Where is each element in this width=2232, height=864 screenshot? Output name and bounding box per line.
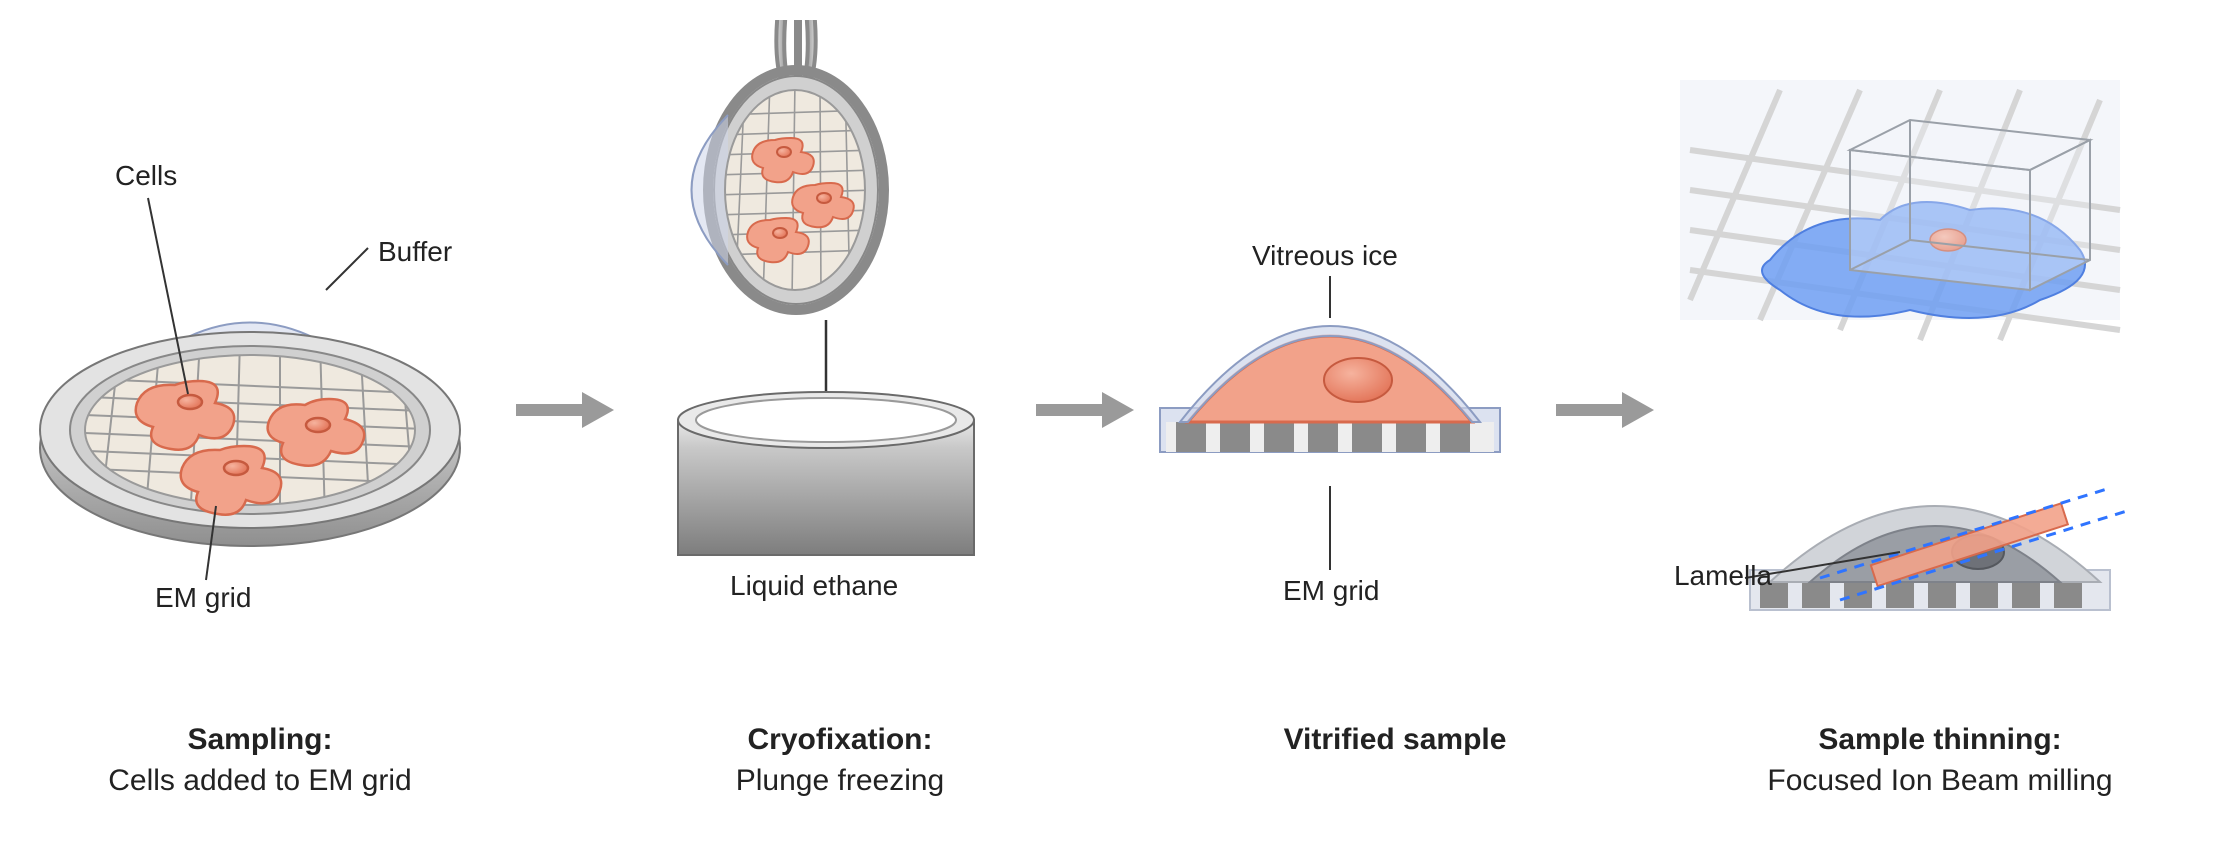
flow-arrow-2 bbox=[1032, 380, 1142, 440]
panel-cryofixation bbox=[600, 20, 1020, 640]
caption-vitrified: Vitrified sample bbox=[1160, 720, 1630, 801]
caption-thinning-sub: Focused Ion Beam milling bbox=[1767, 764, 2112, 797]
caption-sampling-sub: Cells added to EM grid bbox=[108, 764, 412, 797]
label-buffer: Buffer bbox=[378, 236, 452, 268]
caption-cryofixation: Cryofixation: Plunge freezing bbox=[580, 720, 1100, 801]
caption-vitrified-title: Vitrified sample bbox=[1284, 723, 1507, 756]
label-ice: Vitreous ice bbox=[1252, 240, 1398, 272]
label-emgrid: EM grid bbox=[155, 582, 251, 614]
flow-arrow-3 bbox=[1552, 380, 1662, 440]
caption-cryo-title: Cryofixation: bbox=[747, 723, 932, 756]
label-emgrid2: EM grid bbox=[1283, 575, 1379, 607]
label-lamella: Lamella bbox=[1672, 560, 1772, 592]
caption-thinning: Sample thinning: Focused Ion Beam millin… bbox=[1660, 720, 2220, 801]
caption-sampling-title: Sampling: bbox=[187, 723, 332, 756]
caption-sampling: Sampling: Cells added to EM grid bbox=[10, 720, 510, 801]
captions-row: Sampling: Cells added to EM grid Cryofix… bbox=[0, 720, 2232, 801]
label-cells: Cells bbox=[115, 160, 177, 192]
flow-arrow-1 bbox=[512, 380, 622, 440]
caption-cryo-sub: Plunge freezing bbox=[736, 764, 944, 797]
label-ethane: Liquid ethane bbox=[730, 570, 898, 602]
caption-thinning-title: Sample thinning: bbox=[1818, 723, 2061, 756]
diagram-stage: Cells Buffer EM grid Liquid ethane Vitre… bbox=[0, 0, 2232, 864]
